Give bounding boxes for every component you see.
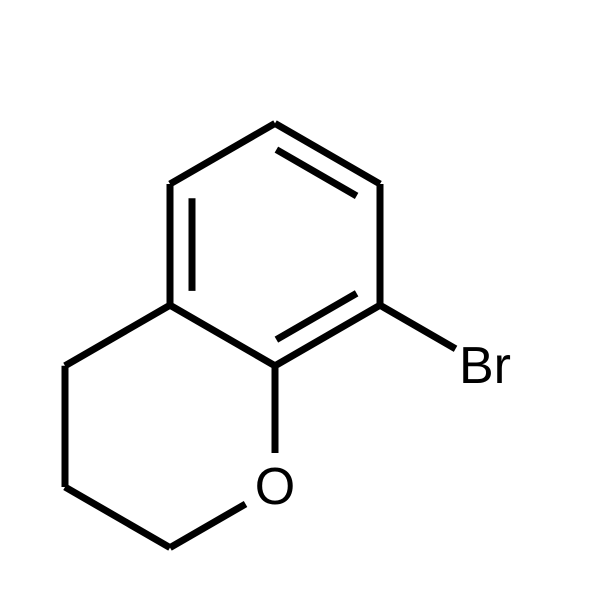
atom-label-br: Br — [459, 337, 511, 395]
bond — [170, 123, 275, 184]
bond — [65, 487, 170, 548]
bond — [275, 305, 380, 366]
molecule-diagram: O Br — [0, 0, 600, 600]
bond — [275, 123, 380, 184]
atom-label-o: O — [255, 458, 295, 516]
bond — [65, 305, 170, 366]
bond — [380, 305, 456, 349]
bond — [170, 305, 275, 366]
bond-inner — [276, 293, 356, 339]
bond-inner — [276, 150, 356, 196]
bond — [170, 504, 246, 548]
